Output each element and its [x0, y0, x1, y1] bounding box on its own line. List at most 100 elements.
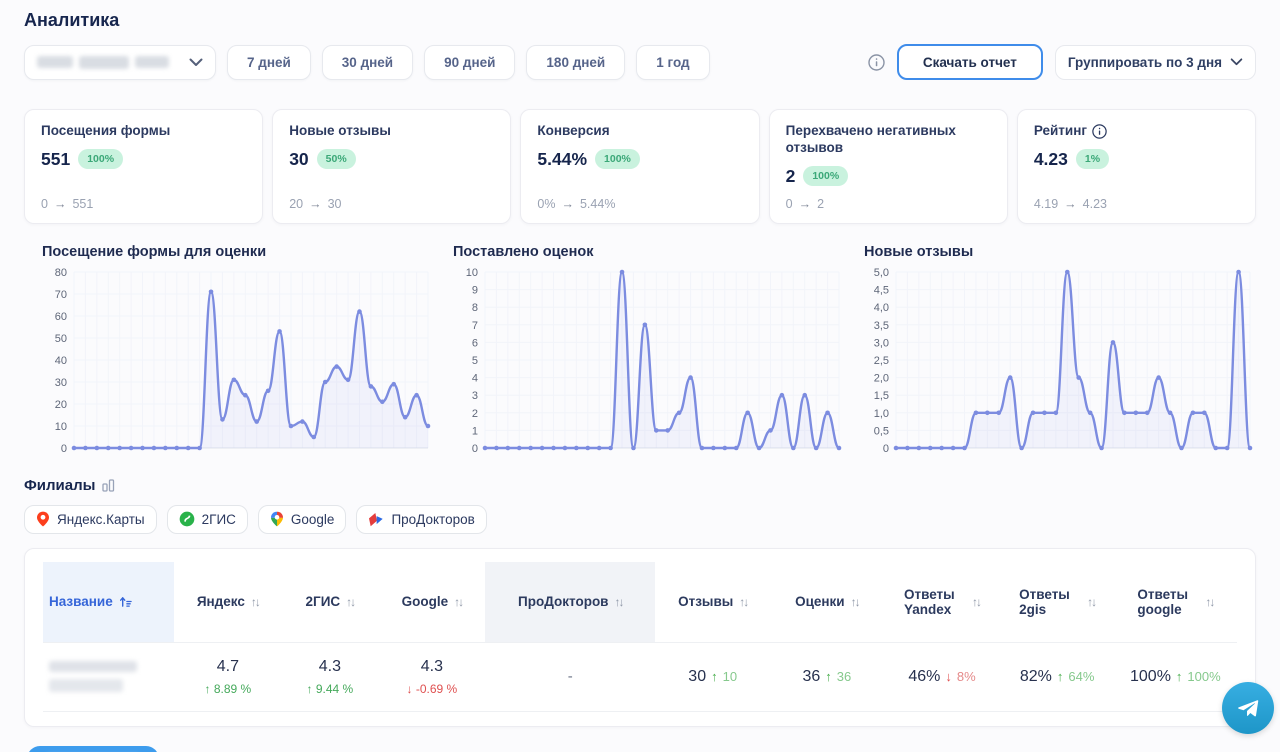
- arrow-up-icon: ↑: [306, 681, 313, 696]
- chart-title: Новые отзывы: [864, 243, 974, 260]
- stat-value: 2: [785, 165, 796, 186]
- sort-both-icon: ↑↓: [614, 594, 624, 609]
- svg-text:0: 0: [61, 443, 67, 455]
- chip-label: ПроДокторов: [391, 511, 475, 527]
- stat-badge: 100%: [78, 149, 124, 170]
- telegram-button[interactable]: [1222, 682, 1274, 734]
- grouping-select-value: Группировать по 3 дня: [1067, 54, 1222, 70]
- chip-google[interactable]: Google: [257, 504, 347, 534]
- column-header-yandex[interactable]: Яндекс ↑↓: [196, 594, 261, 610]
- period-button-90d[interactable]: 90 дней: [424, 44, 516, 80]
- stat-label: Рейтинг: [1034, 123, 1239, 140]
- toolbar: 7 дней 30 дней 90 дней 180 дней 1 год Ск…: [24, 44, 1256, 80]
- platform-chips: Яндекс.Карты 2ГИС Google ПроДокторов: [24, 504, 1256, 534]
- chip-label: 2ГИС: [201, 511, 236, 527]
- chip-2gis[interactable]: 2ГИС: [166, 504, 248, 534]
- line-chart: 5,0 4,5 4,0 3,5 3,0 2,5 2,0 1,5 1,0 0,5 0: [874, 267, 1253, 455]
- cell-2gis-rating: 4.3 ↑ 9.44 %: [281, 641, 379, 712]
- cell-reviews: 30 ↑ 10: [655, 641, 771, 712]
- stat-change: 20 → 30: [289, 196, 342, 211]
- svg-text:1,5: 1,5: [874, 390, 889, 402]
- svg-text:8: 8: [472, 302, 478, 314]
- stat-card-form-visits: Посещения формы 551 100% 0 → 551: [24, 109, 264, 224]
- stat-value: 30: [289, 148, 309, 169]
- period-button-7d[interactable]: 7 дней: [227, 44, 311, 80]
- sort-both-icon: ↑↓: [454, 594, 464, 609]
- svg-text:60: 60: [55, 311, 67, 323]
- branch-select[interactable]: [24, 44, 216, 80]
- stat-label: Перехвачено негативных отзывов: [785, 123, 956, 155]
- stat-badge: 100%: [595, 149, 640, 170]
- svg-text:10: 10: [466, 267, 478, 279]
- cell-google-rating: 4.3 ↓ -0.69 %: [378, 641, 486, 712]
- download-report-button[interactable]: Скачать отчет: [896, 44, 1043, 80]
- period-button-30d[interactable]: 30 дней: [321, 44, 414, 80]
- stat-change: 4.19 → 4.23: [1033, 196, 1107, 211]
- table-row[interactable]: 4.7 ↑ 8.89 % 4.3 ↑ 9.44 % 4.3 ↓ -0.69 % …: [43, 641, 1237, 712]
- grouping-select[interactable]: Группировать по 3 дня: [1054, 44, 1256, 80]
- sort-both-icon: ↑↓: [971, 594, 982, 609]
- column-header-name[interactable]: Название: [43, 561, 175, 643]
- page-title: Аналитика: [24, 10, 120, 30]
- svg-text:0: 0: [883, 443, 889, 455]
- svg-text:1,0: 1,0: [874, 408, 889, 420]
- svg-text:9: 9: [472, 284, 478, 296]
- chart-new-reviews: Новые отзывы 5,0 4,5 4,0 3,5 3,0 2,5 2,0 1,5 1,0…: [864, 244, 1256, 464]
- column-header-reviews[interactable]: Отзывы ↑↓: [678, 594, 749, 610]
- branches-table-card: Название Яндекс ↑↓ 2ГИС ↑↓ Google ↑↓ ПроДок…: [24, 547, 1256, 727]
- column-header-ratings[interactable]: Оценки ↑↓: [795, 594, 861, 610]
- blurred-branch-name: [37, 55, 169, 69]
- column-header-prodoctorov[interactable]: ПроДокторов ↑↓: [485, 561, 656, 643]
- svg-text:4,5: 4,5: [874, 284, 889, 296]
- bar-chart-icon[interactable]: [102, 479, 115, 492]
- stat-badge: 50%: [316, 149, 356, 170]
- info-icon[interactable]: [1092, 124, 1107, 139]
- svg-text:50: 50: [55, 333, 67, 345]
- stat-value: 551: [41, 148, 71, 169]
- prodoctorov-icon: [369, 512, 384, 526]
- hidden-action-button[interactable]: [27, 745, 159, 752]
- info-icon[interactable]: [868, 53, 885, 71]
- cell-replies-yandex: 46% ↓ 8%: [883, 641, 1001, 712]
- arrow-right-icon: →: [53, 196, 67, 211]
- stat-cards: Посещения формы 551 100% 0 → 551 Новые отз…: [24, 109, 1257, 224]
- chart-form-visits: Посещение формы для оценки 80 70 60 50 40 30 2…: [42, 244, 434, 464]
- svg-text:4,0: 4,0: [874, 302, 889, 314]
- blurred-branch-name: [49, 661, 168, 693]
- stat-value: 4.23: [1033, 148, 1068, 169]
- chip-yandex-maps[interactable]: Яндекс.Карты: [24, 504, 157, 534]
- stat-value: 5.44%: [537, 148, 588, 169]
- stat-label: Новые отзывы: [289, 123, 391, 138]
- column-header-replies-yandex[interactable]: Ответы Yandex ↑↓: [903, 586, 982, 617]
- svg-text:40: 40: [55, 355, 67, 367]
- period-button-1y[interactable]: 1 год: [636, 44, 710, 80]
- chart-ratings-given: Поставлено оценок 10 9 8 7 6 5 4 3 2 1 0: [453, 244, 845, 464]
- chip-prodoctorov[interactable]: ПроДокторов: [356, 504, 487, 534]
- sort-both-icon: ↑↓: [739, 594, 749, 609]
- svg-text:0,5: 0,5: [874, 425, 889, 437]
- branches-title: Филиалы: [24, 476, 96, 494]
- sort-both-icon: ↑↓: [1087, 594, 1097, 609]
- chevron-down-icon: [1230, 58, 1243, 66]
- chart-title: Посещение формы для оценки: [42, 243, 267, 260]
- svg-text:2: 2: [472, 408, 478, 420]
- column-header-2gis[interactable]: 2ГИС ↑↓: [305, 594, 357, 610]
- stat-card-rating: Рейтинг 4.23 1% 4.19 → 4.23: [1016, 109, 1257, 224]
- chart-title: Поставлено оценок: [453, 243, 594, 260]
- column-header-replies-2gis[interactable]: Ответы 2gis ↑↓: [1019, 586, 1097, 617]
- svg-text:3,5: 3,5: [874, 320, 889, 332]
- cell-ratings: 36 ↑ 36: [770, 641, 884, 712]
- svg-text:2,0: 2,0: [874, 372, 889, 384]
- svg-text:1: 1: [472, 425, 478, 437]
- column-header-replies-google[interactable]: Ответы google ↑↓: [1137, 586, 1215, 617]
- sort-both-icon: ↑↓: [850, 594, 861, 609]
- period-button-180d[interactable]: 180 дней: [526, 44, 626, 80]
- cell-replies-google: 100% ↑ 100%: [1113, 641, 1237, 712]
- arrow-up-icon: ↑: [711, 669, 718, 685]
- arrow-up-icon: ↑: [204, 681, 211, 696]
- column-header-google[interactable]: Google ↑↓: [401, 594, 465, 610]
- svg-text:6: 6: [472, 337, 478, 349]
- cell-branch-name[interactable]: [43, 641, 175, 712]
